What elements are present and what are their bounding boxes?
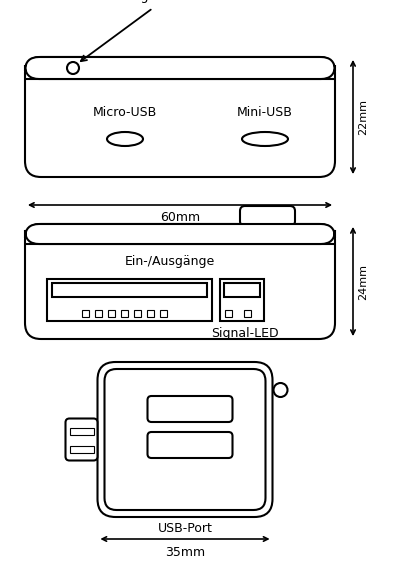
Bar xyxy=(108,310,115,317)
Text: 22mm: 22mm xyxy=(358,99,368,135)
FancyBboxPatch shape xyxy=(66,418,98,460)
Bar xyxy=(95,310,102,317)
Text: Mini-USB: Mini-USB xyxy=(237,105,293,119)
FancyBboxPatch shape xyxy=(148,432,232,458)
FancyBboxPatch shape xyxy=(98,362,272,517)
Bar xyxy=(70,428,94,434)
Bar xyxy=(147,310,154,317)
Text: Signal-LED: Signal-LED xyxy=(211,327,279,340)
FancyBboxPatch shape xyxy=(25,57,335,79)
Bar xyxy=(70,446,94,452)
Bar xyxy=(47,279,212,321)
Bar xyxy=(121,310,128,317)
FancyBboxPatch shape xyxy=(240,206,295,226)
FancyBboxPatch shape xyxy=(25,224,335,244)
Bar xyxy=(52,283,207,297)
Text: USB-Port: USB-Port xyxy=(158,522,212,535)
FancyBboxPatch shape xyxy=(25,57,335,177)
Text: 35mm: 35mm xyxy=(165,546,205,559)
Text: PORT2: PORT2 xyxy=(170,403,210,416)
Bar xyxy=(160,310,167,317)
Circle shape xyxy=(67,62,79,74)
Text: 24mm: 24mm xyxy=(358,264,368,299)
Text: PORT1: PORT1 xyxy=(170,438,210,451)
Bar xyxy=(220,279,264,321)
FancyBboxPatch shape xyxy=(148,396,232,422)
Text: 60mm: 60mm xyxy=(160,211,200,224)
Bar xyxy=(134,310,141,317)
FancyBboxPatch shape xyxy=(25,224,335,339)
Bar xyxy=(82,310,89,317)
Bar xyxy=(224,283,260,297)
Text: Signal-LED: Signal-LED xyxy=(129,0,197,3)
Text: Micro-USB: Micro-USB xyxy=(93,105,157,119)
FancyBboxPatch shape xyxy=(104,369,266,510)
Bar xyxy=(225,310,232,317)
Bar xyxy=(244,310,251,317)
Ellipse shape xyxy=(242,132,288,146)
Ellipse shape xyxy=(107,132,143,146)
Text: Ein-/Ausgänge: Ein-/Ausgänge xyxy=(125,256,215,269)
Circle shape xyxy=(274,383,288,397)
